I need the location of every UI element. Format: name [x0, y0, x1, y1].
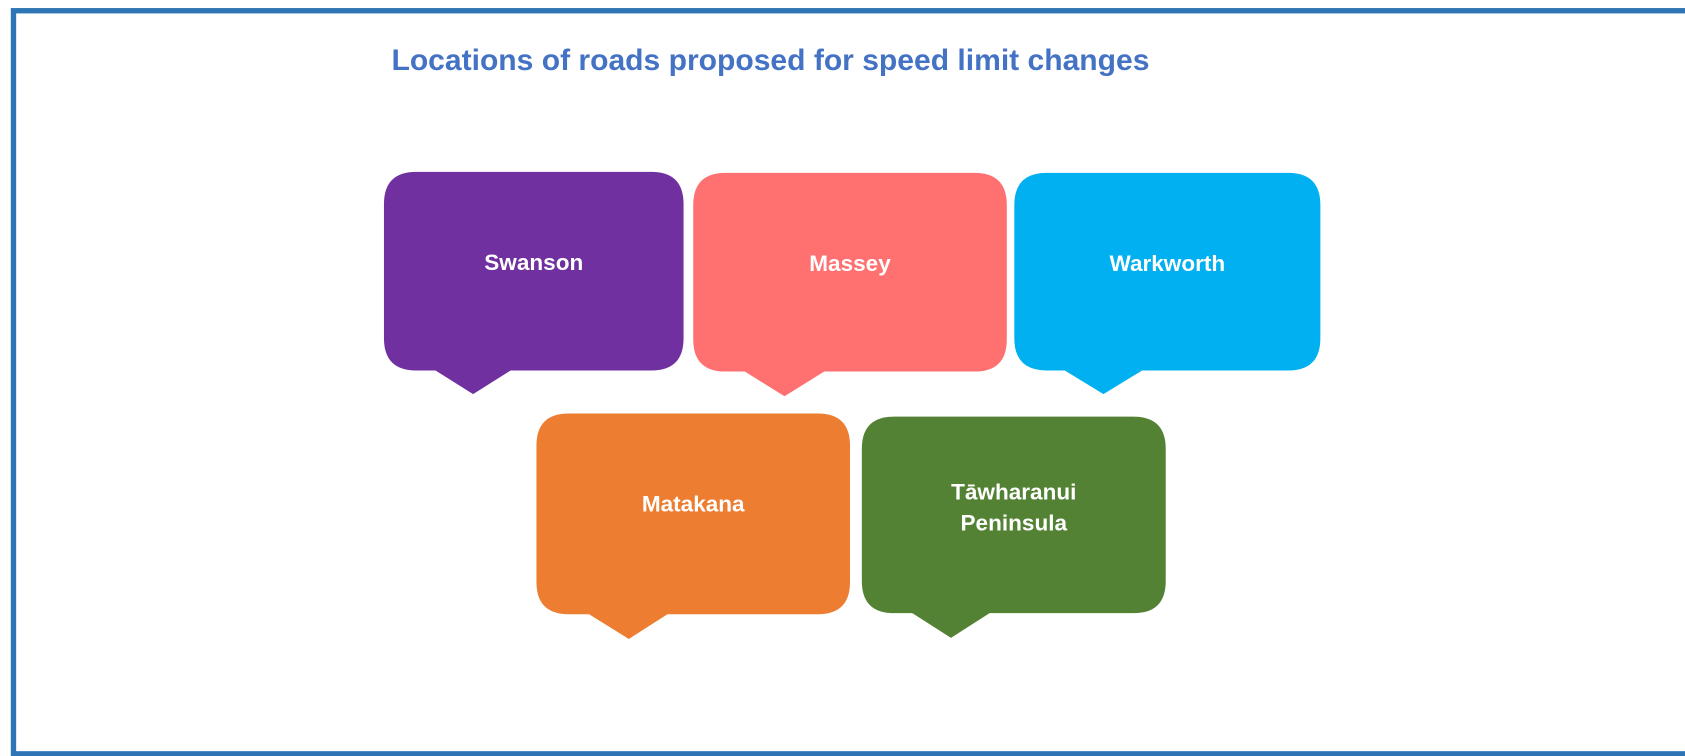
node-label: Tāwharanui — [951, 479, 1076, 504]
node-label: Massey — [809, 251, 891, 276]
title: Locations of roads proposed for speed li… — [391, 44, 1149, 77]
callout-bubble — [861, 416, 1166, 638]
node-label: Matakana — [642, 492, 745, 517]
callout-bubble — [536, 413, 851, 639]
node-label: Swanson — [484, 250, 583, 275]
callout-bubble — [383, 171, 684, 395]
bubbles: Swanson Massey Warkworth Matakana Tāwharanui… — [383, 171, 1321, 639]
frame — [10, 8, 1685, 756]
node-label: Peninsula — [961, 511, 1068, 536]
callout-bubble — [1014, 172, 1321, 395]
node-label: Warkworth — [1110, 251, 1226, 276]
callout-bubble — [693, 172, 1007, 397]
